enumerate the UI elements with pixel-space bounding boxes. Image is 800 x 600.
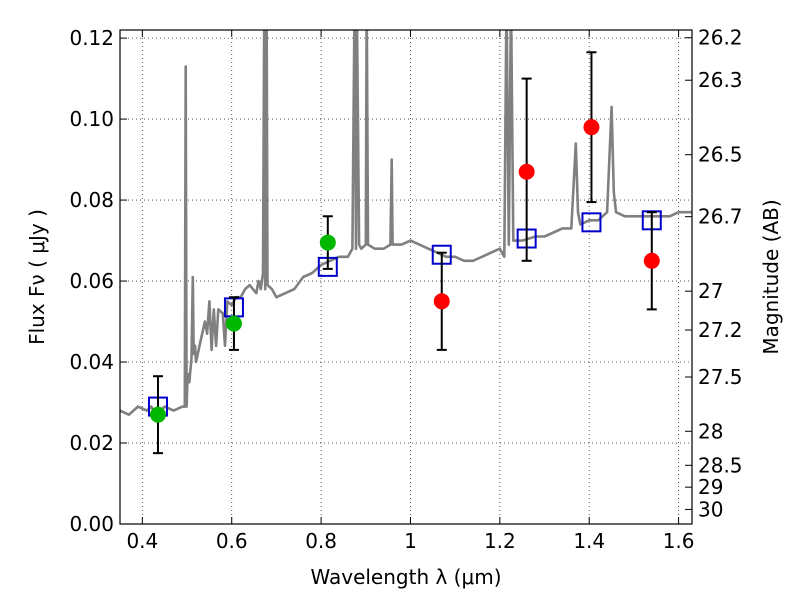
magnitude-tick-label: 27	[698, 279, 723, 303]
observed-data-point	[149, 406, 166, 423]
y-tick-label: 0.08	[69, 188, 114, 212]
observed-data-point	[643, 252, 660, 269]
plot-frame	[119, 29, 693, 525]
magnitude-tick-label: 30	[698, 497, 723, 521]
magnitude-tick-label: 26.5	[698, 143, 743, 167]
x-tick-label: 0.4	[126, 529, 158, 553]
y-tick-label: 0.02	[69, 431, 114, 455]
x-tick-label: 1.4	[573, 529, 605, 553]
magnitude-tick-label: 26.2	[698, 26, 743, 50]
observed-data-point	[518, 163, 535, 180]
x-tick-label: 1.2	[484, 529, 516, 553]
magnitude-tick-label: 28.5	[698, 453, 743, 477]
spectrum-line	[120, 30, 692, 417]
model-photometry-square	[581, 212, 602, 233]
magnitude-tick-label: 27.5	[698, 365, 743, 389]
observed-data-point	[583, 119, 600, 136]
magnitude-tick-label: 29	[698, 475, 723, 499]
y-axis-label-left: Flux Fν ( μJy )	[25, 209, 49, 345]
observed-data-point	[433, 293, 450, 310]
y-tick-label: 0.10	[69, 107, 114, 131]
y-tick-label: 0.00	[69, 512, 114, 536]
x-axis-label: Wavelength λ (μm)	[310, 565, 501, 589]
magnitude-tick-label: 27.2	[698, 318, 743, 342]
x-tick-label: 1	[404, 529, 417, 553]
y-tick-label: 0.12	[69, 26, 114, 50]
magnitude-tick-label: 26.7	[698, 205, 743, 229]
x-tick-label: 0.6	[216, 529, 248, 553]
magnitude-tick-label: 26.3	[698, 68, 743, 92]
y-axis-label-right: Magnitude (AB)	[759, 199, 783, 354]
axis-ticks: 0.4 0.6 0.8 1 1.2 1.4 1.6 0.00 0.02 0.04 0.06 0.08 0…	[69, 26, 742, 553]
x-tick-label: 0.8	[305, 529, 337, 553]
observed-data-point	[225, 315, 242, 332]
x-tick-label: 1.6	[663, 529, 695, 553]
y-tick-label: 0.06	[69, 269, 114, 293]
y-tick-label: 0.04	[69, 350, 114, 374]
magnitude-tick-label: 28	[698, 419, 723, 443]
plot-area	[120, 30, 692, 455]
observed-data-point	[319, 234, 336, 251]
